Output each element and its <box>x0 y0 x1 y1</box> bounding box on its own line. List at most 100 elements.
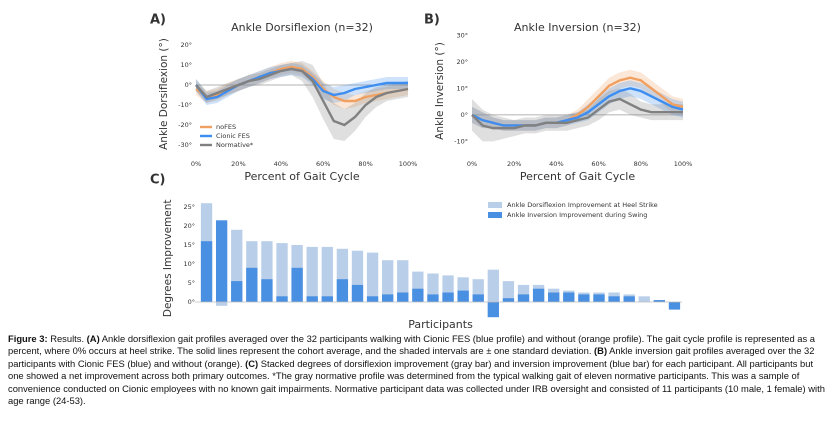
bar <box>336 248 349 302</box>
y-axis-label: Degrees Improvement <box>162 199 174 317</box>
caption-text: Results. <box>47 333 87 344</box>
bar <box>412 271 424 302</box>
bar <box>578 294 590 302</box>
x-tick-label: 80% <box>634 160 648 168</box>
x-tick-label: 100% <box>399 160 418 168</box>
caption: Figure 3: Results. (A) Ankle dorsiflexio… <box>8 333 830 407</box>
x-axis-label: Percent of Gait Cycle <box>244 170 359 183</box>
y-tick-label: 10° <box>456 84 468 92</box>
bar <box>457 290 469 302</box>
legend-label: Cionic FES <box>216 132 250 140</box>
bar <box>668 302 681 310</box>
y-tick-label: -30° <box>178 141 192 149</box>
y-tick-label: 30° <box>456 31 468 39</box>
y-tick-label: 15° <box>183 241 195 249</box>
bar <box>623 296 635 302</box>
caption-text: (C) <box>245 357 259 369</box>
legend-label: Ankle Inversion Improvement during Swing <box>507 211 647 219</box>
caption-text: Figure 3: <box>8 333 48 344</box>
bar <box>261 241 273 302</box>
y-tick-label: 20° <box>183 222 195 230</box>
legend-swatch <box>488 202 502 208</box>
x-axis-label: Percent of Gait Cycle <box>520 170 635 183</box>
y-tick-label: -10° <box>454 137 468 145</box>
bar <box>653 300 666 302</box>
bar <box>366 252 379 302</box>
caption-text: (B) <box>594 345 608 357</box>
y-tick-label: 20° <box>180 41 192 49</box>
y-tick-label: 0° <box>188 298 195 306</box>
caption-text: Ankle inversion gait profiles averaged o… <box>8 345 815 369</box>
bar <box>291 267 303 302</box>
bar <box>457 277 469 302</box>
x-tick-label: 40% <box>549 160 563 168</box>
figure: A) Ankle Dorsiflexion (n=32) Percent of Ga… <box>150 13 693 331</box>
x-tick-label: 40% <box>274 160 288 168</box>
line <box>471 97 683 130</box>
legend-label: Normative* <box>216 141 254 149</box>
y-tick-label: 25° <box>183 203 195 211</box>
std-band <box>472 69 683 131</box>
caption-text: Stacked degrees of dorsiflexion improvem… <box>8 357 825 407</box>
y-tick-label: 20° <box>456 58 468 66</box>
bar <box>442 292 454 302</box>
panel-label: B) <box>424 13 440 28</box>
bar <box>306 296 318 302</box>
x-tick-label: 100% <box>674 160 693 168</box>
y-tick-label: 10° <box>183 260 195 268</box>
std-band <box>196 63 408 105</box>
std-band <box>472 80 683 131</box>
bar <box>366 296 379 302</box>
bar <box>276 243 288 302</box>
bar <box>397 260 409 302</box>
y-axis-label: Ankle Inversion (°) <box>434 42 446 140</box>
caption-text: Ankle dorsiflexion gait profiles average… <box>8 333 815 357</box>
y-tick-label: 0° <box>461 111 468 119</box>
bar <box>412 288 424 302</box>
bar <box>382 294 394 302</box>
x-tick-label: 80% <box>358 160 372 168</box>
bar <box>231 229 243 302</box>
x-tick-label: 60% <box>591 160 605 168</box>
x-tick-label: 0% <box>191 160 201 168</box>
chart-title: Ankle Inversion (n=32) <box>514 21 641 34</box>
legend-swatch <box>488 212 502 218</box>
bar <box>472 279 484 302</box>
bar <box>548 292 560 302</box>
x-tick-label: 20% <box>231 160 245 168</box>
y-tick-label: -10° <box>178 101 192 109</box>
bar <box>517 294 530 302</box>
bar <box>336 279 349 302</box>
bar <box>487 269 499 302</box>
panel-label: A) <box>150 13 166 28</box>
bar <box>502 298 515 302</box>
x-tick-label: 20% <box>507 160 521 168</box>
bar <box>472 294 484 302</box>
bar <box>200 241 213 302</box>
bar <box>427 273 439 302</box>
line <box>195 67 409 127</box>
std-band <box>196 61 408 109</box>
legend-label: noFES <box>216 123 236 131</box>
bar <box>427 294 439 302</box>
bar <box>532 288 545 302</box>
legend-label: Ankle Dorsiflexion Improvement at Heel S… <box>507 201 658 209</box>
line <box>471 87 684 127</box>
panel-label: C) <box>150 173 165 188</box>
bar <box>638 296 650 302</box>
bar <box>215 302 228 306</box>
x-tick-label: 0% <box>467 160 477 168</box>
bar <box>276 296 288 302</box>
y-tick-label: 0° <box>185 81 192 89</box>
bar <box>351 250 364 302</box>
bar <box>517 284 530 302</box>
bar <box>608 296 620 302</box>
bar <box>442 275 454 302</box>
bar <box>382 260 394 302</box>
bar <box>261 279 273 302</box>
bar <box>563 292 575 302</box>
caption-text: (A) <box>86 333 100 344</box>
bar <box>487 302 499 318</box>
x-tick-label: 60% <box>316 160 330 168</box>
